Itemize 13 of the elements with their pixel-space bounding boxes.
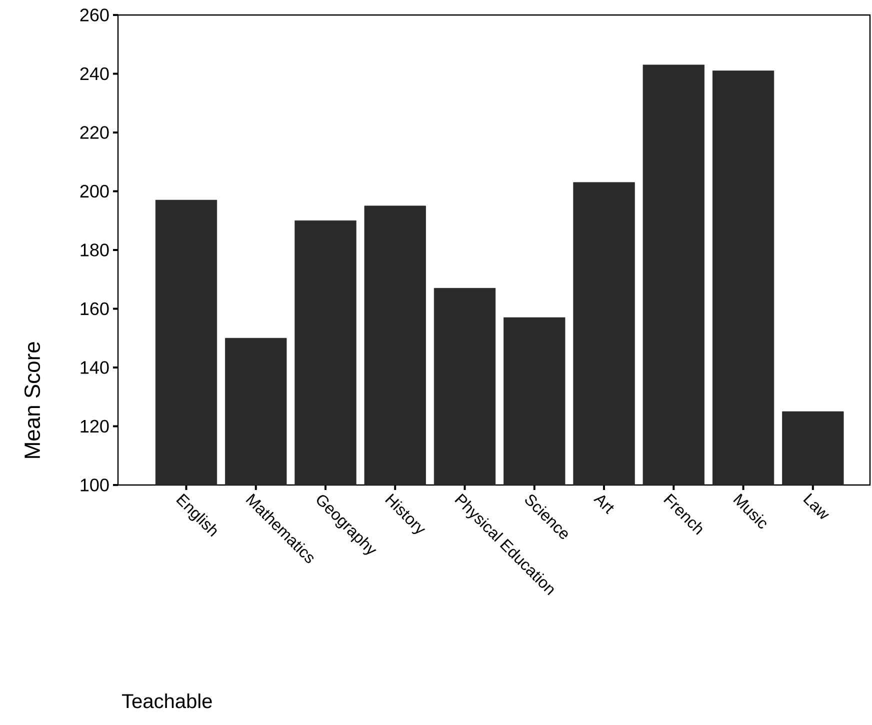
y-tick-label: 200 <box>80 184 109 198</box>
y-tick-label: 260 <box>80 8 109 22</box>
y-tick-label: 120 <box>80 420 109 433</box>
y-tick-label: 100 <box>80 478 109 492</box>
y-tick-label: 240 <box>80 67 109 80</box>
y-tick-label: 180 <box>80 244 109 256</box>
x-axis-title: Teachable <box>122 694 212 708</box>
y-tick-label: 160 <box>80 302 109 316</box>
y-axis-title: Mean Score <box>24 342 40 458</box>
x-tick-label: Law <box>803 493 830 520</box>
x-tick-label: Art <box>593 495 614 514</box>
y-tick-label: 140 <box>80 361 109 374</box>
y-tick-label: 220 <box>80 126 109 139</box>
